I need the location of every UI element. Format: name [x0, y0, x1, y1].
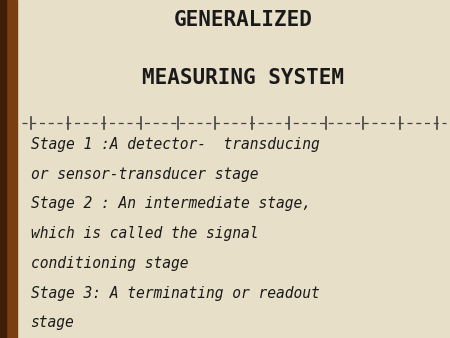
Bar [0, 0, 6, 338]
Text: Stage 1 :A detector-  transducing: Stage 1 :A detector- transducing [31, 137, 320, 152]
Text: Stage 3: A terminating or readout: Stage 3: A terminating or readout [31, 286, 320, 300]
Text: MEASURING SYSTEM: MEASURING SYSTEM [142, 68, 344, 88]
Text: Stage 2 : An intermediate stage,: Stage 2 : An intermediate stage, [31, 196, 310, 211]
Text: stage: stage [31, 315, 74, 330]
Text: GENERALIZED: GENERALIZED [174, 10, 312, 30]
Text: which is called the signal: which is called the signal [31, 226, 258, 241]
Bar [0, 0, 17, 338]
Text: conditioning stage: conditioning stage [31, 256, 188, 271]
Text: or sensor-transducer stage: or sensor-transducer stage [31, 167, 258, 182]
